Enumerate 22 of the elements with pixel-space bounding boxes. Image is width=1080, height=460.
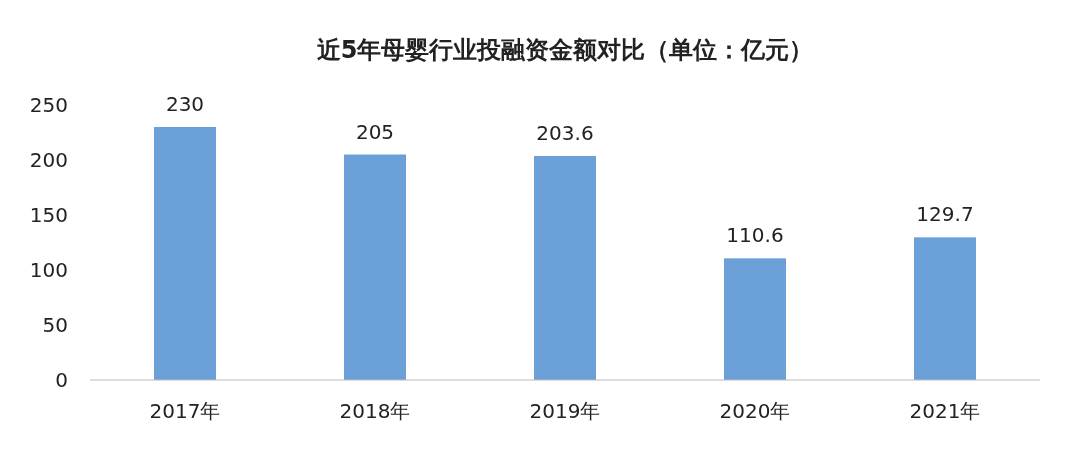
y-tick-label: 0 xyxy=(55,368,68,392)
x-tick-label: 2021年 xyxy=(909,399,981,423)
y-tick-label: 250 xyxy=(29,93,68,117)
y-tick-label: 200 xyxy=(29,148,68,172)
y-tick-label: 150 xyxy=(29,203,68,227)
x-tick-label: 2018年 xyxy=(339,399,411,423)
bar xyxy=(724,258,786,380)
x-tick-label: 2017年 xyxy=(149,399,221,423)
data-label: 230 xyxy=(165,92,205,116)
data-label: 129.7 xyxy=(916,202,974,227)
bar xyxy=(154,127,216,380)
data-label: 110.6 xyxy=(726,223,784,248)
y-tick-label: 50 xyxy=(42,313,68,337)
data-label: 203.6 xyxy=(536,121,594,146)
bar xyxy=(914,237,976,380)
y-tick-label: 100 xyxy=(29,258,68,282)
x-tick-label: 2019年 xyxy=(529,399,601,423)
data-label: 205 xyxy=(355,119,395,144)
bar xyxy=(534,156,596,380)
chart-title: 近5年母婴行业投融资金额对比（单位：亿元） xyxy=(316,36,814,64)
x-tick-label: 2020年 xyxy=(719,399,791,423)
bar xyxy=(344,154,406,380)
